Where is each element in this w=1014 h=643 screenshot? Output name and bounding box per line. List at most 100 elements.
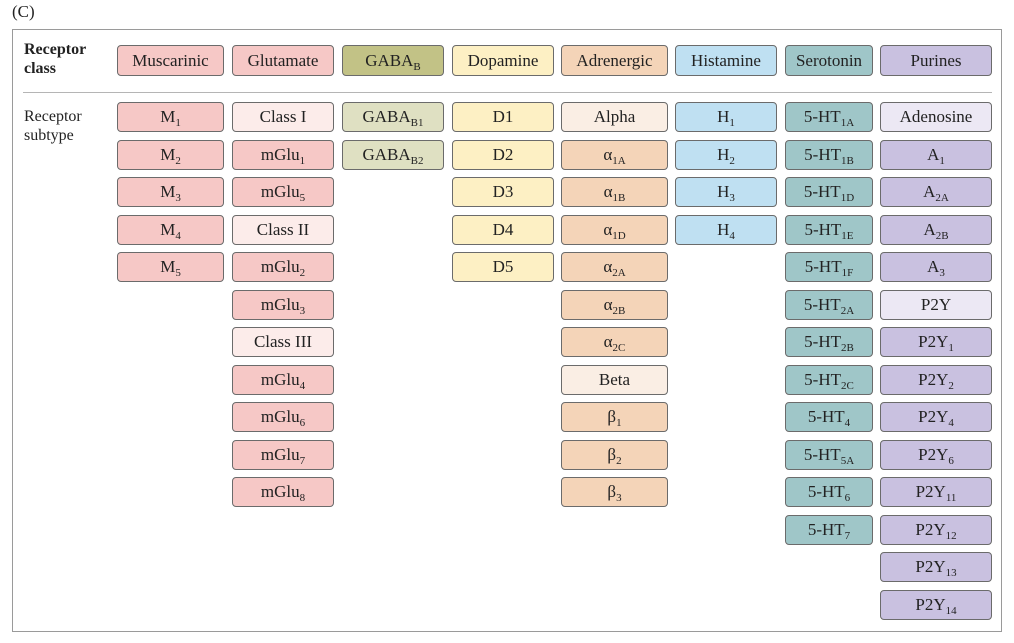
subtype-label: M [160,107,176,126]
class-header-label: Histamine [691,51,761,70]
subtype-purines-p2y6: P2Y6 [880,439,992,470]
subtype-label: P2Y [915,557,946,576]
subtype-gaba-gabab2: GABAB2 [342,139,444,170]
subtype-adrenergic-2: β2 [561,439,668,470]
subtype-label: P2Y [918,407,949,426]
subtype-label: 5-HT [807,407,845,426]
subtype-subscript: 1A [840,117,855,129]
subtype-muscarinic-m2: M2 [117,139,224,170]
subtype-glutamate-mglu6: mGlu6 [232,402,334,432]
subtype-glutamate-mglu7: mGlu7 [232,439,334,470]
subtype-label: Beta [598,369,631,389]
divider-line [23,92,992,93]
subtype-label: D2 [492,144,514,164]
subtype-serotonin-5-ht7: 5-HT7 [785,514,873,545]
subtype-glutamate-class-i: Class I [232,102,334,132]
subtype-histamine-h2: H2 [675,139,777,170]
subtype-subscript: 14 [945,604,957,617]
subtype-subscript: 2 [175,154,181,167]
receptor-subtype-label-line1: Receptor [24,108,82,125]
class-header-label: Adrenergic [576,51,653,70]
subtype-subscript: 2A [612,267,626,279]
subtype-label: 5-HT [803,444,841,464]
subtype-subscript: 3 [729,192,735,204]
subtype-label: H [717,219,730,239]
subtype-label: P2Y [915,519,946,539]
subtype-purines-a2b: A2B [880,214,992,245]
subtype-label: P2Y [918,332,949,351]
subtype-label: D4 [492,219,514,239]
subtype-dopamine-d5: D5 [452,252,554,282]
subtype-label: D1 [492,107,514,126]
subtype-subscript: 6 [844,492,851,504]
subtype-serotonin-5-ht4: 5-HT4 [785,402,873,432]
subtype-label: 5-HT [803,107,841,126]
subtype-dopamine-d3: D3 [452,177,554,207]
subtype-serotonin-5-ht2c: 5-HT2C [785,364,873,395]
subtype-label: α [603,332,613,351]
subtype-adrenergic-1a: α1A [561,139,668,170]
subtype-label: H [717,107,730,126]
subtype-subscript: 6 [299,417,306,429]
subtype-glutamate-mglu5: mGlu5 [232,177,334,207]
subtype-label: 5-HT [803,294,841,314]
subtype-label: 5-HT [804,369,841,389]
class-header-purines: Purines [880,45,992,76]
subtype-label: GABA [362,107,411,126]
subtype-subscript: 8 [299,492,306,504]
subtype-subscript: 1 [299,154,306,167]
subtype-subscript: 1 [175,117,181,129]
subtype-label: 5-HT [804,332,841,351]
subtype-subscript: 3 [616,492,622,504]
receptor-class-label-line1: Receptor [24,41,87,58]
subtype-purines-p2y1: P2Y1 [880,327,992,357]
subtype-purines-p2y2: P2Y2 [880,364,992,395]
subtype-label: β [607,407,617,426]
subtype-purines-a2a: A2A [880,177,992,207]
subtype-subscript: 1D [612,229,626,242]
subtype-subscript: 12 [945,529,957,542]
subtype-serotonin-5-ht2a: 5-HT2A [785,289,873,320]
subtype-purines-a3: A3 [880,252,992,282]
subtype-muscarinic-m4: M4 [117,214,224,245]
subtype-subscript: 1 [948,342,954,354]
class-header-glutamate: Glutamate [232,45,334,76]
subtype-label: β [607,482,617,501]
subtype-dopamine-d1: D1 [452,102,554,132]
subtype-subscript: 7 [299,454,306,467]
subtype-label: P2Y [915,594,946,614]
class-header-dopamine: Dopamine [452,45,554,76]
subtype-glutamate-class-ii: Class II [232,214,334,245]
subtype-subscript: 2A [935,192,949,204]
subtype-subscript: 2B [840,342,854,354]
subtype-serotonin-5-ht1b: 5-HT1B [785,139,873,170]
subtype-label: M [160,144,176,164]
subtype-subscript: 2A [840,304,855,317]
subtype-dopamine-d4: D4 [452,214,554,245]
subtype-label: Class III [253,332,313,351]
subtype-adrenergic-2c: α2C [561,327,668,357]
subtype-subscript: 1D [840,192,855,204]
subtype-label: H [717,144,730,164]
subtype-label: α [603,294,613,314]
class-header-label: Purines [910,51,962,70]
subtype-subscript: 1 [729,117,735,129]
subtype-adrenergic-beta: Beta [561,364,668,395]
subtype-histamine-h3: H3 [675,177,777,207]
subtype-muscarinic-m3: M3 [117,177,224,207]
subtype-purines-p2y14: P2Y14 [880,589,992,620]
class-header-muscarinic: Muscarinic [117,45,224,76]
class-header-adrenergic: Adrenergic [561,45,668,76]
subtype-purines-p2y4: P2Y4 [880,402,992,432]
subtype-purines-p2y: P2Y [880,289,992,320]
subtype-adrenergic-alpha: Alpha [561,102,668,132]
subtype-label: P2Y [920,294,952,314]
subtype-label: A [927,257,940,276]
subtype-label: P2Y [915,482,946,501]
subtype-subscript: 7 [844,529,851,542]
subtype-glutamate-mglu8: mGlu8 [232,477,334,507]
subtype-subscript: 6 [948,454,954,467]
subtype-glutamate-mglu2: mGlu2 [232,252,334,282]
subtype-histamine-h1: H1 [675,102,777,132]
subtype-subscript: B2 [410,154,424,167]
